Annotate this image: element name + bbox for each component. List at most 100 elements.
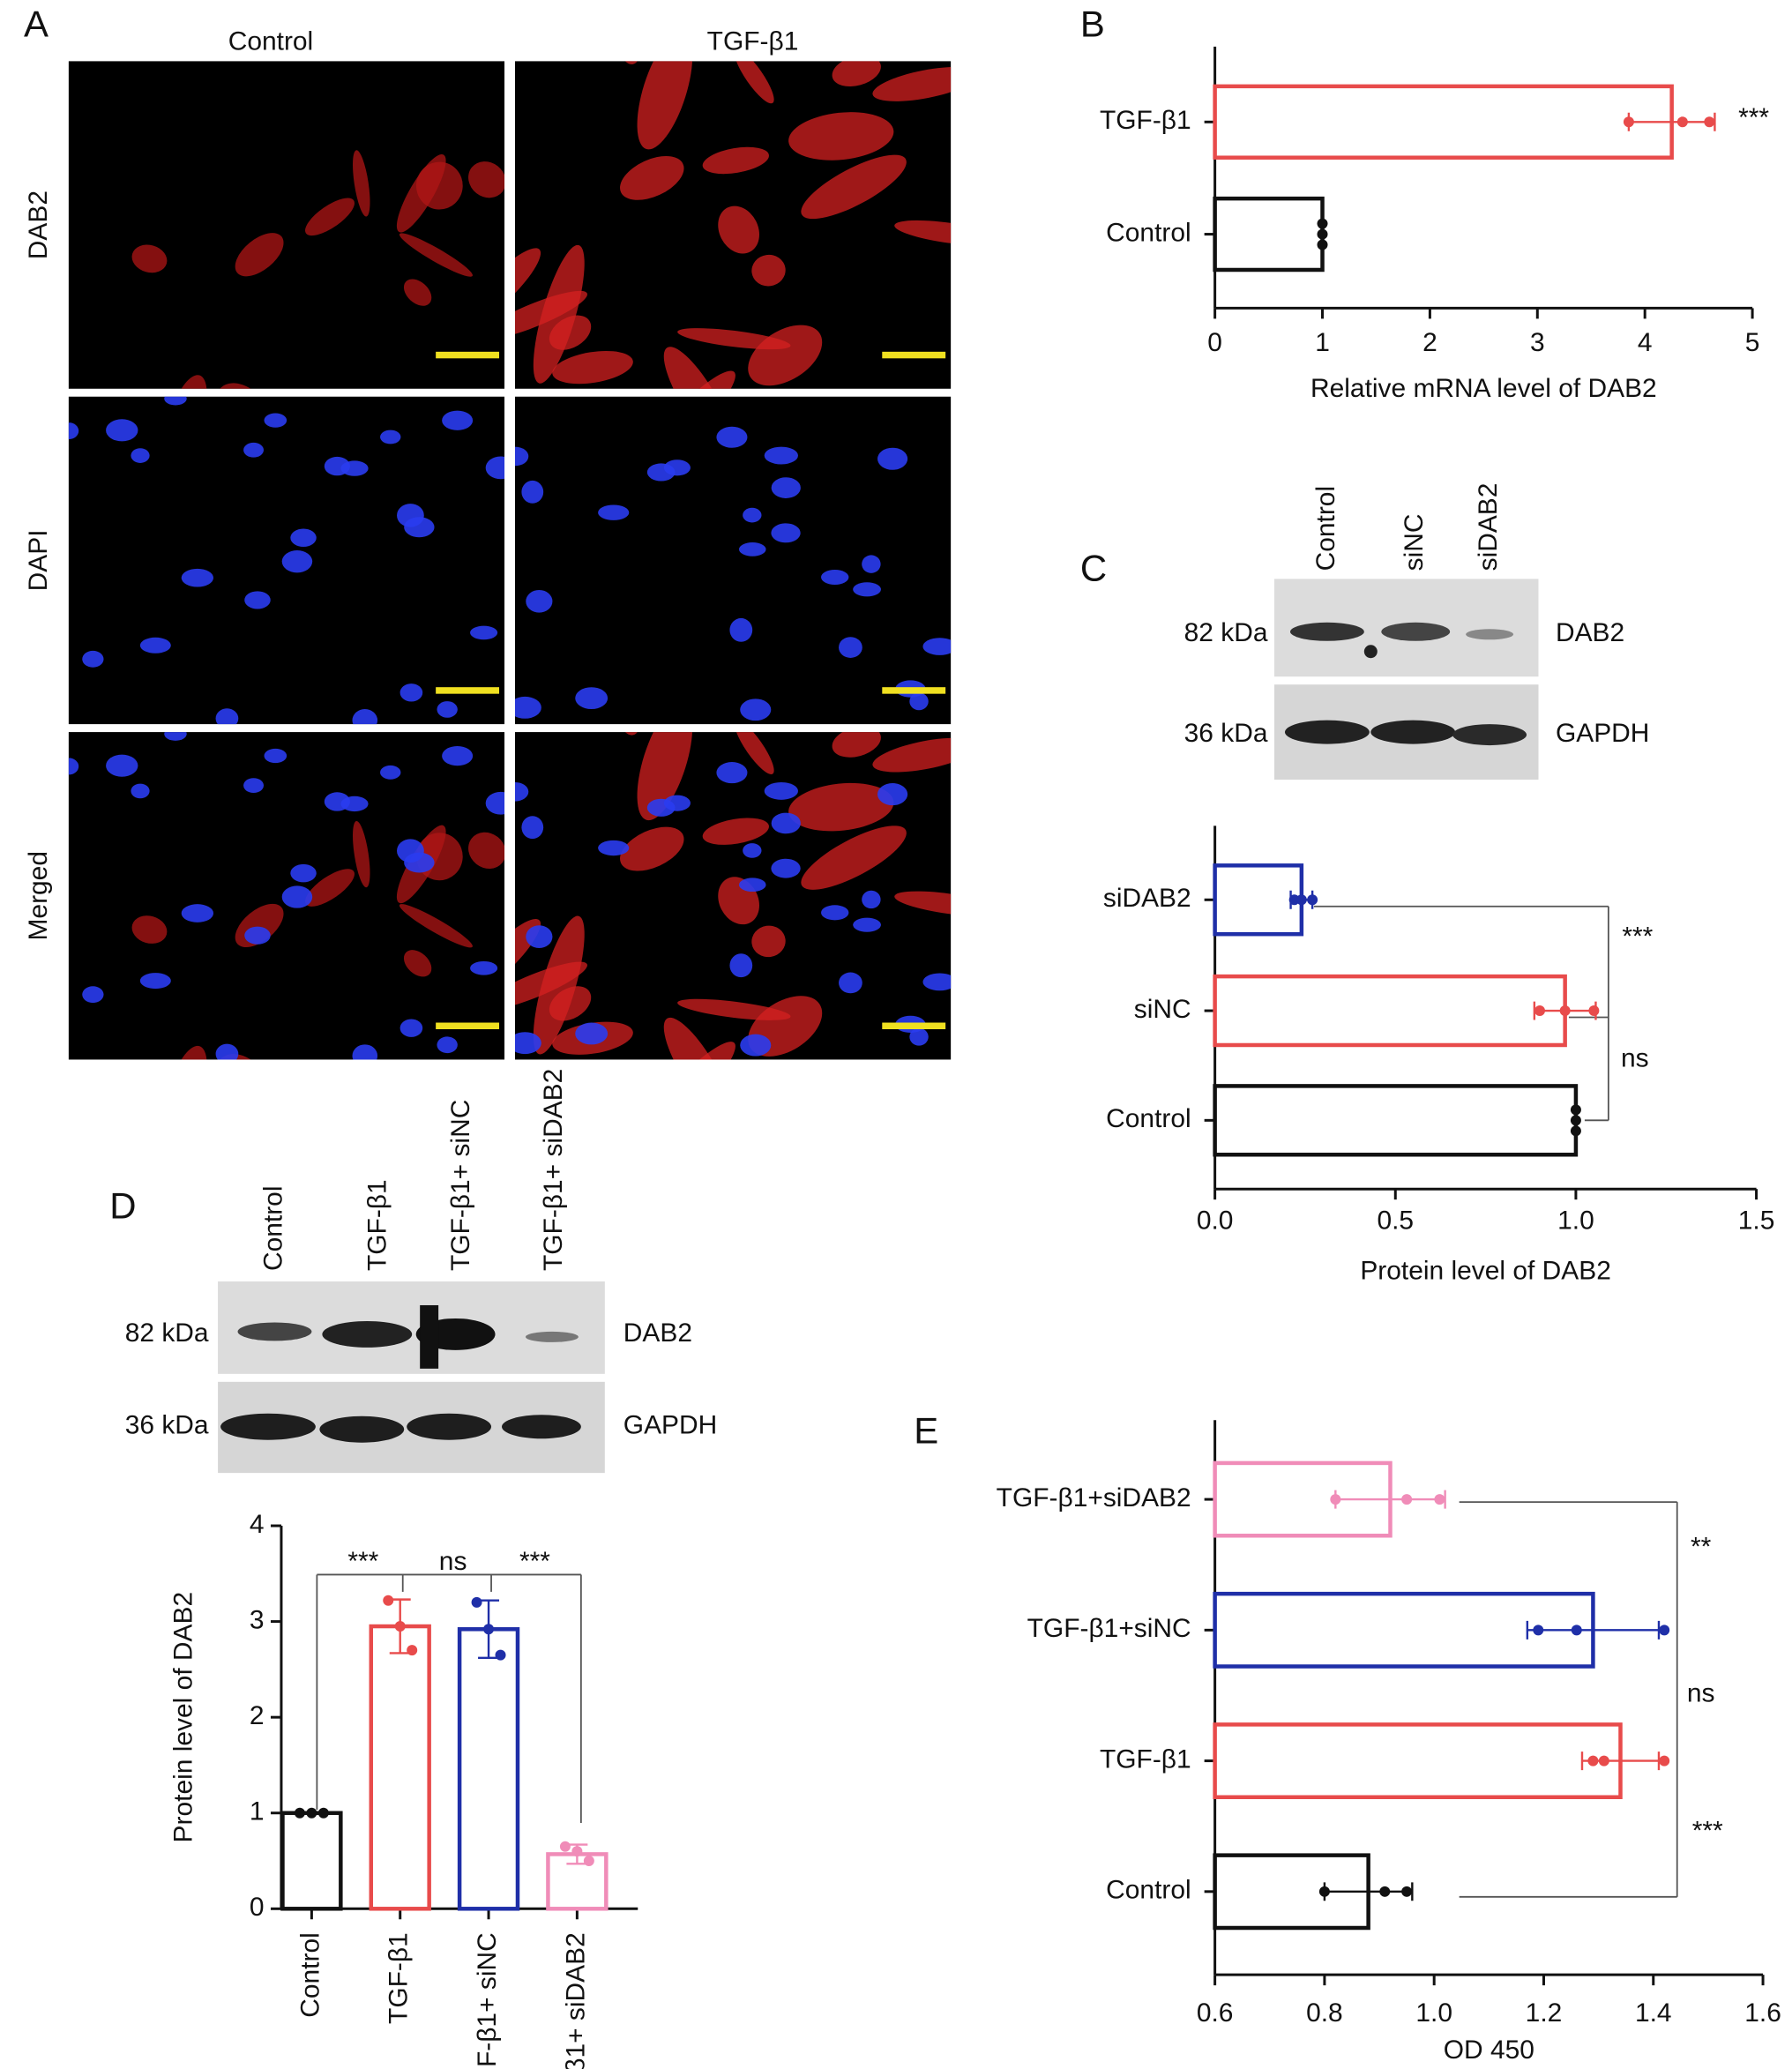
nucleus — [380, 765, 401, 780]
row-label: Merged — [24, 851, 53, 941]
nucleus — [399, 683, 423, 702]
cells — [514, 426, 952, 721]
data-point — [571, 1846, 583, 1857]
nucleus — [470, 625, 498, 640]
data-point — [483, 1624, 495, 1635]
nucleus — [514, 1032, 541, 1055]
panel-label: A — [24, 4, 49, 45]
y-tick-label: 0 — [250, 1893, 265, 1922]
data-point — [583, 1856, 594, 1867]
nucleus — [922, 973, 952, 991]
significance-label: *** — [519, 1547, 550, 1576]
nucleus — [853, 582, 881, 597]
cell — [734, 732, 774, 774]
cell — [663, 347, 730, 389]
nucleus — [862, 890, 881, 909]
nucleus — [521, 480, 544, 504]
column-label: Control — [228, 26, 314, 56]
nucleus — [215, 1043, 239, 1060]
cells — [514, 732, 952, 1060]
y-axis-label: Protein level of DAB2 — [169, 1592, 198, 1843]
bar — [369, 1624, 431, 1911]
data-point — [1570, 1125, 1581, 1137]
data-point — [1704, 116, 1715, 128]
x-tick-label: 0.8 — [1306, 1998, 1343, 2028]
nucleus — [839, 637, 862, 658]
band-size: 82 kDa — [125, 1318, 209, 1348]
cell — [403, 950, 432, 977]
scale-bar — [436, 351, 500, 359]
nucleus — [839, 972, 862, 994]
data-point — [1330, 1494, 1341, 1505]
data-point — [394, 1621, 406, 1632]
x-tick-label: 0 — [1207, 328, 1222, 357]
lane-label: Control — [1311, 486, 1340, 571]
cell — [514, 248, 541, 324]
nucleus — [771, 523, 801, 543]
nucleus — [598, 840, 630, 856]
x-tick-label: 0.0 — [1197, 1206, 1234, 1236]
data-point — [1588, 1005, 1600, 1017]
cell — [663, 1017, 730, 1060]
data-point — [1598, 1755, 1609, 1766]
data-point — [1317, 228, 1328, 240]
x-tick-label: 0.5 — [1377, 1206, 1414, 1236]
cell — [468, 832, 505, 870]
significance-label: ns — [1687, 1679, 1715, 1708]
data-point — [1318, 1886, 1330, 1897]
nucleus — [922, 638, 952, 655]
lane-label: TGF-β1+ siDAB2 — [539, 1069, 568, 1271]
nucleus — [139, 637, 171, 654]
data-point — [1570, 1115, 1581, 1126]
band-protein: DAB2 — [1556, 618, 1624, 647]
nucleus — [281, 885, 313, 908]
cell — [552, 350, 633, 385]
scale-bar — [882, 1022, 946, 1030]
lane-label: siDAB2 — [1474, 483, 1503, 571]
cell — [305, 869, 355, 907]
cell — [894, 220, 952, 246]
cell — [399, 233, 473, 277]
cell — [235, 233, 284, 277]
bar — [1213, 196, 1325, 273]
cell — [718, 205, 759, 254]
cell — [894, 891, 952, 916]
nucleus — [264, 413, 287, 428]
bar — [1213, 1084, 1579, 1157]
data-point — [1401, 1886, 1413, 1897]
nucleus — [663, 795, 691, 811]
x-tick-label: 1.6 — [1744, 1998, 1781, 2028]
data-point — [1534, 1005, 1545, 1017]
data-point — [1659, 1755, 1670, 1766]
nucleus — [598, 504, 630, 520]
nucleus — [526, 589, 553, 613]
cell — [399, 904, 473, 948]
bar — [457, 1627, 520, 1911]
cell — [403, 279, 432, 306]
cell — [609, 61, 643, 64]
data-point — [383, 1595, 394, 1606]
nucleus — [740, 1034, 772, 1057]
nucleus — [575, 1022, 609, 1045]
cell — [353, 150, 370, 217]
significance-label: *** — [1692, 1816, 1723, 1845]
lane-label: siNC — [1400, 514, 1429, 571]
y-tick-label: 4 — [250, 1510, 265, 1539]
western-blot — [218, 1281, 605, 1474]
nucleus — [397, 504, 424, 527]
data-point — [1570, 1104, 1581, 1116]
x-tick-label: 2 — [1422, 328, 1437, 357]
nucleus — [397, 839, 424, 863]
nucleus — [82, 986, 104, 1004]
nucleus — [243, 442, 264, 458]
nucleus — [264, 748, 287, 764]
data-point — [1659, 1625, 1670, 1636]
micrographs — [68, 61, 952, 1060]
cell — [734, 61, 774, 104]
cell — [832, 61, 881, 87]
band-protein: GAPDH — [623, 1411, 717, 1440]
data-point — [1533, 1625, 1544, 1636]
western-blot — [1274, 579, 1539, 780]
data-point — [1571, 1625, 1582, 1636]
nucleus — [106, 754, 138, 777]
